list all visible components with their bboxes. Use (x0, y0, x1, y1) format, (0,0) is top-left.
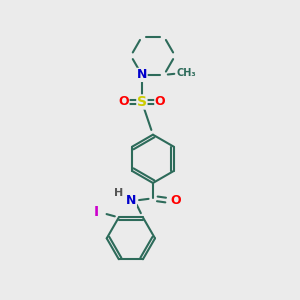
Text: S: S (137, 95, 147, 109)
Text: O: O (155, 95, 166, 109)
Text: I: I (94, 205, 99, 218)
Text: CH₃: CH₃ (177, 68, 196, 78)
Text: N: N (137, 68, 147, 81)
Text: O: O (171, 194, 181, 207)
Text: H: H (114, 188, 123, 198)
Text: O: O (118, 95, 129, 109)
Text: N: N (126, 194, 136, 207)
